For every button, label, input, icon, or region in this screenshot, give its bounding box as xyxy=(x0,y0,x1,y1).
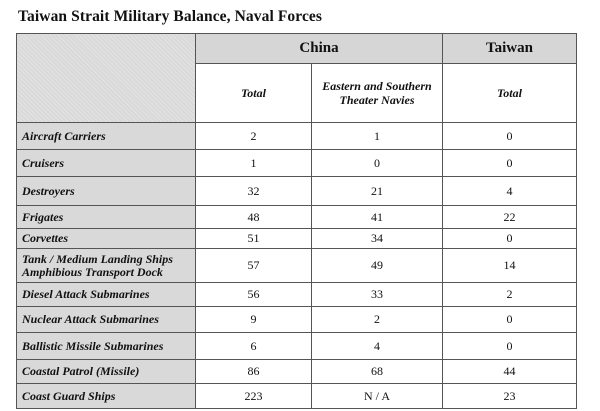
row-label: Diesel Attack Submarines xyxy=(16,282,196,307)
table-row: Coast Guard Ships 223 N / A 23 xyxy=(16,383,577,409)
china-group-header: China xyxy=(195,33,443,64)
taiwan-total-cell: 44 xyxy=(442,359,577,384)
row-label: Nuclear Attack Submarines xyxy=(16,306,196,333)
taiwan-total-cell: 23 xyxy=(442,383,577,409)
china-eastern-southern-cell: 49 xyxy=(311,248,443,283)
china-total-cell: 48 xyxy=(195,205,312,229)
table-row: Nuclear Attack Submarines 9 2 0 xyxy=(16,306,577,333)
row-label: Frigates xyxy=(16,205,196,229)
table-row: Aircraft Carriers 2 1 0 xyxy=(16,122,577,150)
china-total-cell: 223 xyxy=(195,383,312,409)
table-row: Ballistic Missile Submarines 6 4 0 xyxy=(16,332,577,360)
taiwan-total-cell: 0 xyxy=(442,306,577,333)
table-row: Coastal Patrol (Missile) 86 68 44 xyxy=(16,359,577,384)
china-eastern-southern-cell: 1 xyxy=(311,122,443,150)
table-row: Destroyers 32 21 4 xyxy=(16,176,577,206)
china-eastern-southern-cell: 34 xyxy=(311,228,443,249)
taiwan-total-cell: 4 xyxy=(442,176,577,206)
taiwan-total-cell: 2 xyxy=(442,282,577,307)
table-row: Corvettes 51 34 0 xyxy=(16,228,577,249)
china-total-cell: 1 xyxy=(195,149,312,177)
china-total-cell: 6 xyxy=(195,332,312,360)
page-title: Taiwan Strait Military Balance, Naval Fo… xyxy=(18,8,323,25)
china-total-cell: 57 xyxy=(195,248,312,283)
header-corner-cell xyxy=(16,33,196,123)
taiwan-total-cell: 0 xyxy=(442,122,577,150)
taiwan-total-cell: 22 xyxy=(442,205,577,229)
table-row: Tank / Medium Landing Ships Amphibious T… xyxy=(16,248,577,283)
china-eastern-southern-header: Eastern and Southern Theater Navies xyxy=(311,63,443,123)
china-eastern-southern-cell: 41 xyxy=(311,205,443,229)
row-label: Aircraft Carriers xyxy=(16,122,196,150)
china-eastern-southern-cell: 21 xyxy=(311,176,443,206)
group-header-row: China Taiwan xyxy=(16,33,577,123)
taiwan-total-cell: 14 xyxy=(442,248,577,283)
china-total-header: Total xyxy=(195,63,312,123)
row-label: Corvettes xyxy=(16,228,196,249)
row-label: Cruisers xyxy=(16,149,196,177)
china-total-cell: 9 xyxy=(195,306,312,333)
row-label: Tank / Medium Landing Ships Amphibious T… xyxy=(16,248,196,283)
china-eastern-southern-cell: 33 xyxy=(311,282,443,307)
table-row: Frigates 48 41 22 xyxy=(16,205,577,229)
row-label: Destroyers xyxy=(16,176,196,206)
row-label: Coast Guard Ships xyxy=(16,383,196,409)
china-eastern-southern-cell: N / A xyxy=(311,383,443,409)
sub-header-row: Total Eastern and Southern Theater Navie… xyxy=(17,63,577,123)
china-eastern-southern-cell: 4 xyxy=(311,332,443,360)
china-eastern-southern-cell: 2 xyxy=(311,306,443,333)
row-label: Ballistic Missile Submarines xyxy=(16,332,196,360)
china-eastern-southern-cell: 68 xyxy=(311,359,443,384)
taiwan-total-header: Total xyxy=(442,63,577,123)
naval-forces-table: China Taiwan Total Eastern and Southern … xyxy=(16,33,577,409)
china-eastern-southern-cell: 0 xyxy=(311,149,443,177)
taiwan-total-cell: 0 xyxy=(442,332,577,360)
china-total-cell: 86 xyxy=(195,359,312,384)
china-total-cell: 32 xyxy=(195,176,312,206)
china-total-cell: 2 xyxy=(195,122,312,150)
taiwan-total-cell: 0 xyxy=(442,149,577,177)
table-row: Cruisers 1 0 0 xyxy=(16,149,577,177)
taiwan-group-header: Taiwan xyxy=(442,33,577,64)
table-row: Diesel Attack Submarines 56 33 2 xyxy=(16,282,577,307)
taiwan-total-cell: 0 xyxy=(442,228,577,249)
china-total-cell: 56 xyxy=(195,282,312,307)
china-total-cell: 51 xyxy=(195,228,312,249)
row-label: Coastal Patrol (Missile) xyxy=(16,359,196,384)
table-body: Aircraft Carriers 2 1 0 Cruisers 1 0 0 Destroyer… xyxy=(16,122,577,409)
